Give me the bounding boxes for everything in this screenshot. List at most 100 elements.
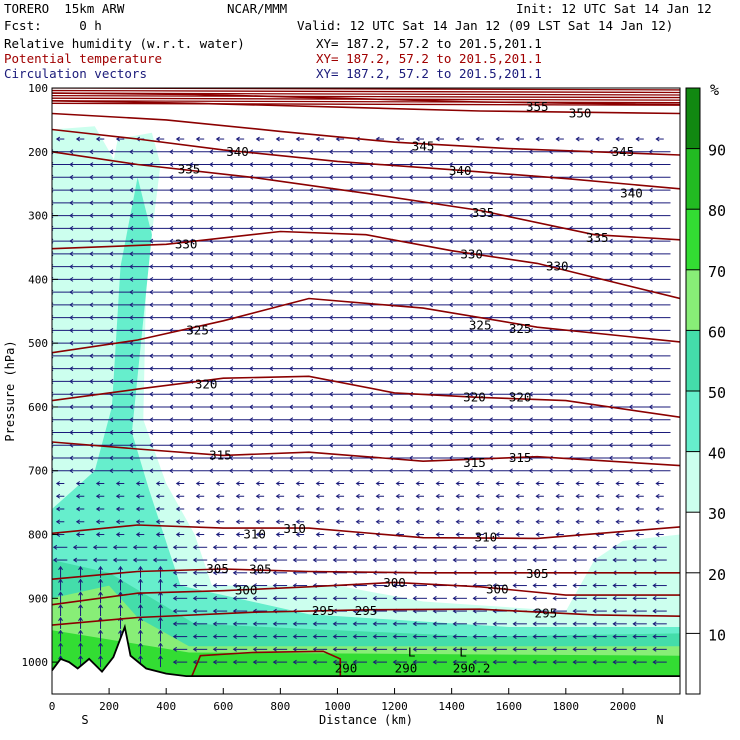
org-label: NCAR/MMM (227, 1, 288, 16)
wind-vector-head (455, 532, 460, 537)
wind-vector-head (508, 468, 513, 474)
wind-vector-head (495, 532, 500, 537)
wind-vector-head (255, 493, 260, 499)
wind-vector-head (628, 468, 633, 474)
wind-vector-head (129, 430, 134, 435)
y-tick-label: 600 (28, 401, 48, 414)
wind-vector-head (252, 646, 257, 652)
wind-vector-head (652, 621, 657, 627)
wind-vector-head (308, 379, 314, 384)
wind-vector-head (189, 404, 194, 410)
wind-vector-head (348, 353, 354, 359)
wind-vector-head (209, 276, 214, 282)
theta-label: 340 (620, 185, 643, 200)
x-tick-label: 200 (99, 700, 119, 713)
wind-vector-head (209, 327, 214, 333)
wind-vector-head (448, 289, 453, 295)
wind-vector-head (109, 353, 114, 359)
wind-vector-head (495, 493, 500, 499)
wind-vector-head (89, 302, 94, 308)
wind-vector-head (588, 430, 593, 435)
wind-vector-head (388, 276, 394, 282)
wind-vector-head (468, 174, 473, 180)
wind-vector-head (308, 327, 314, 333)
wind-vector-head (228, 404, 234, 410)
wind-vector-head (532, 583, 537, 588)
wind-vector-head (608, 442, 613, 448)
wind-vector-head (388, 225, 394, 231)
wind-vector-head (172, 595, 177, 601)
wind-vector-head (468, 200, 473, 206)
wind-vector-head (472, 621, 477, 627)
wind-vector-head (308, 213, 314, 218)
wind-vector-head (355, 532, 360, 537)
theta-contour-345 (52, 112, 680, 156)
wind-vector-head (172, 608, 177, 614)
theta-contour-340 (52, 128, 680, 190)
wind-vector-head (655, 532, 660, 537)
wind-vector-head (98, 642, 103, 647)
wind-vector-head (448, 353, 453, 359)
wind-vector-head (368, 238, 374, 244)
wind-vector-head (315, 532, 320, 537)
wind-vector-head (612, 659, 617, 665)
wind-vector-head (628, 213, 633, 218)
wind-vector-head (268, 174, 274, 180)
wind-vector-head (288, 430, 294, 435)
wind-vector-head (548, 391, 553, 397)
wind-vector-head (395, 506, 400, 512)
wind-vector-head (175, 136, 180, 142)
wind-vector-head (328, 225, 334, 231)
wind-vector-head (192, 583, 197, 588)
wind-vector-head (492, 634, 497, 640)
wind-vector-head (428, 430, 433, 435)
wind-vector-head (635, 493, 640, 499)
wind-vector-head (588, 302, 593, 308)
wind-vector-head (69, 251, 74, 257)
wind-vector-head (195, 493, 200, 499)
terrain-line (52, 623, 680, 677)
wind-vector-head (308, 187, 314, 193)
wind-vector-head (568, 379, 573, 384)
wind-vector-head (448, 340, 453, 346)
wind-vector-head (192, 608, 197, 614)
wind-vector-head (228, 353, 234, 359)
wind-vector-head (129, 379, 134, 384)
wind-vector-head (648, 379, 653, 384)
wind-vector-head (328, 417, 334, 423)
wind-vector-head (109, 455, 114, 461)
wind-vector-head (572, 646, 577, 652)
wind-vector-head (488, 149, 493, 155)
wind-vector-head (655, 519, 660, 525)
wind-vector-head (268, 238, 274, 244)
wind-vector-head (288, 315, 294, 321)
wind-vector-head (308, 238, 314, 244)
theta-contour-315 (52, 441, 680, 467)
wind-vector-head (532, 621, 537, 627)
wind-vector-head (528, 442, 533, 448)
wind-vector-head (89, 238, 94, 244)
wind-vector-head (448, 430, 453, 435)
wind-vector-head (608, 468, 613, 474)
wind-vector-head (209, 468, 214, 474)
wind-vector-head (468, 276, 473, 282)
wind-vector-head (568, 302, 573, 308)
wind-vector-head (508, 174, 513, 180)
wind-vector-head (209, 417, 214, 423)
wind-vector-head (332, 659, 337, 665)
wind-vector-head (275, 532, 280, 537)
wind-vector-head (508, 404, 513, 410)
wind-vector-head (348, 442, 354, 448)
wind-vector-head (118, 604, 123, 609)
wind-vector-head (98, 616, 103, 622)
wind-vector-head (149, 379, 154, 384)
theta-contour-upper (52, 92, 680, 96)
wind-vector-head (158, 655, 163, 660)
wind-vector-head (95, 506, 101, 512)
wind-vector-head (209, 340, 214, 346)
wind-vector-head (395, 136, 400, 142)
wind-vector-head (652, 634, 657, 640)
wind-vector-head (652, 608, 657, 614)
field-label-theta: Potential temperature (4, 51, 163, 66)
wind-vector-head (109, 251, 114, 257)
